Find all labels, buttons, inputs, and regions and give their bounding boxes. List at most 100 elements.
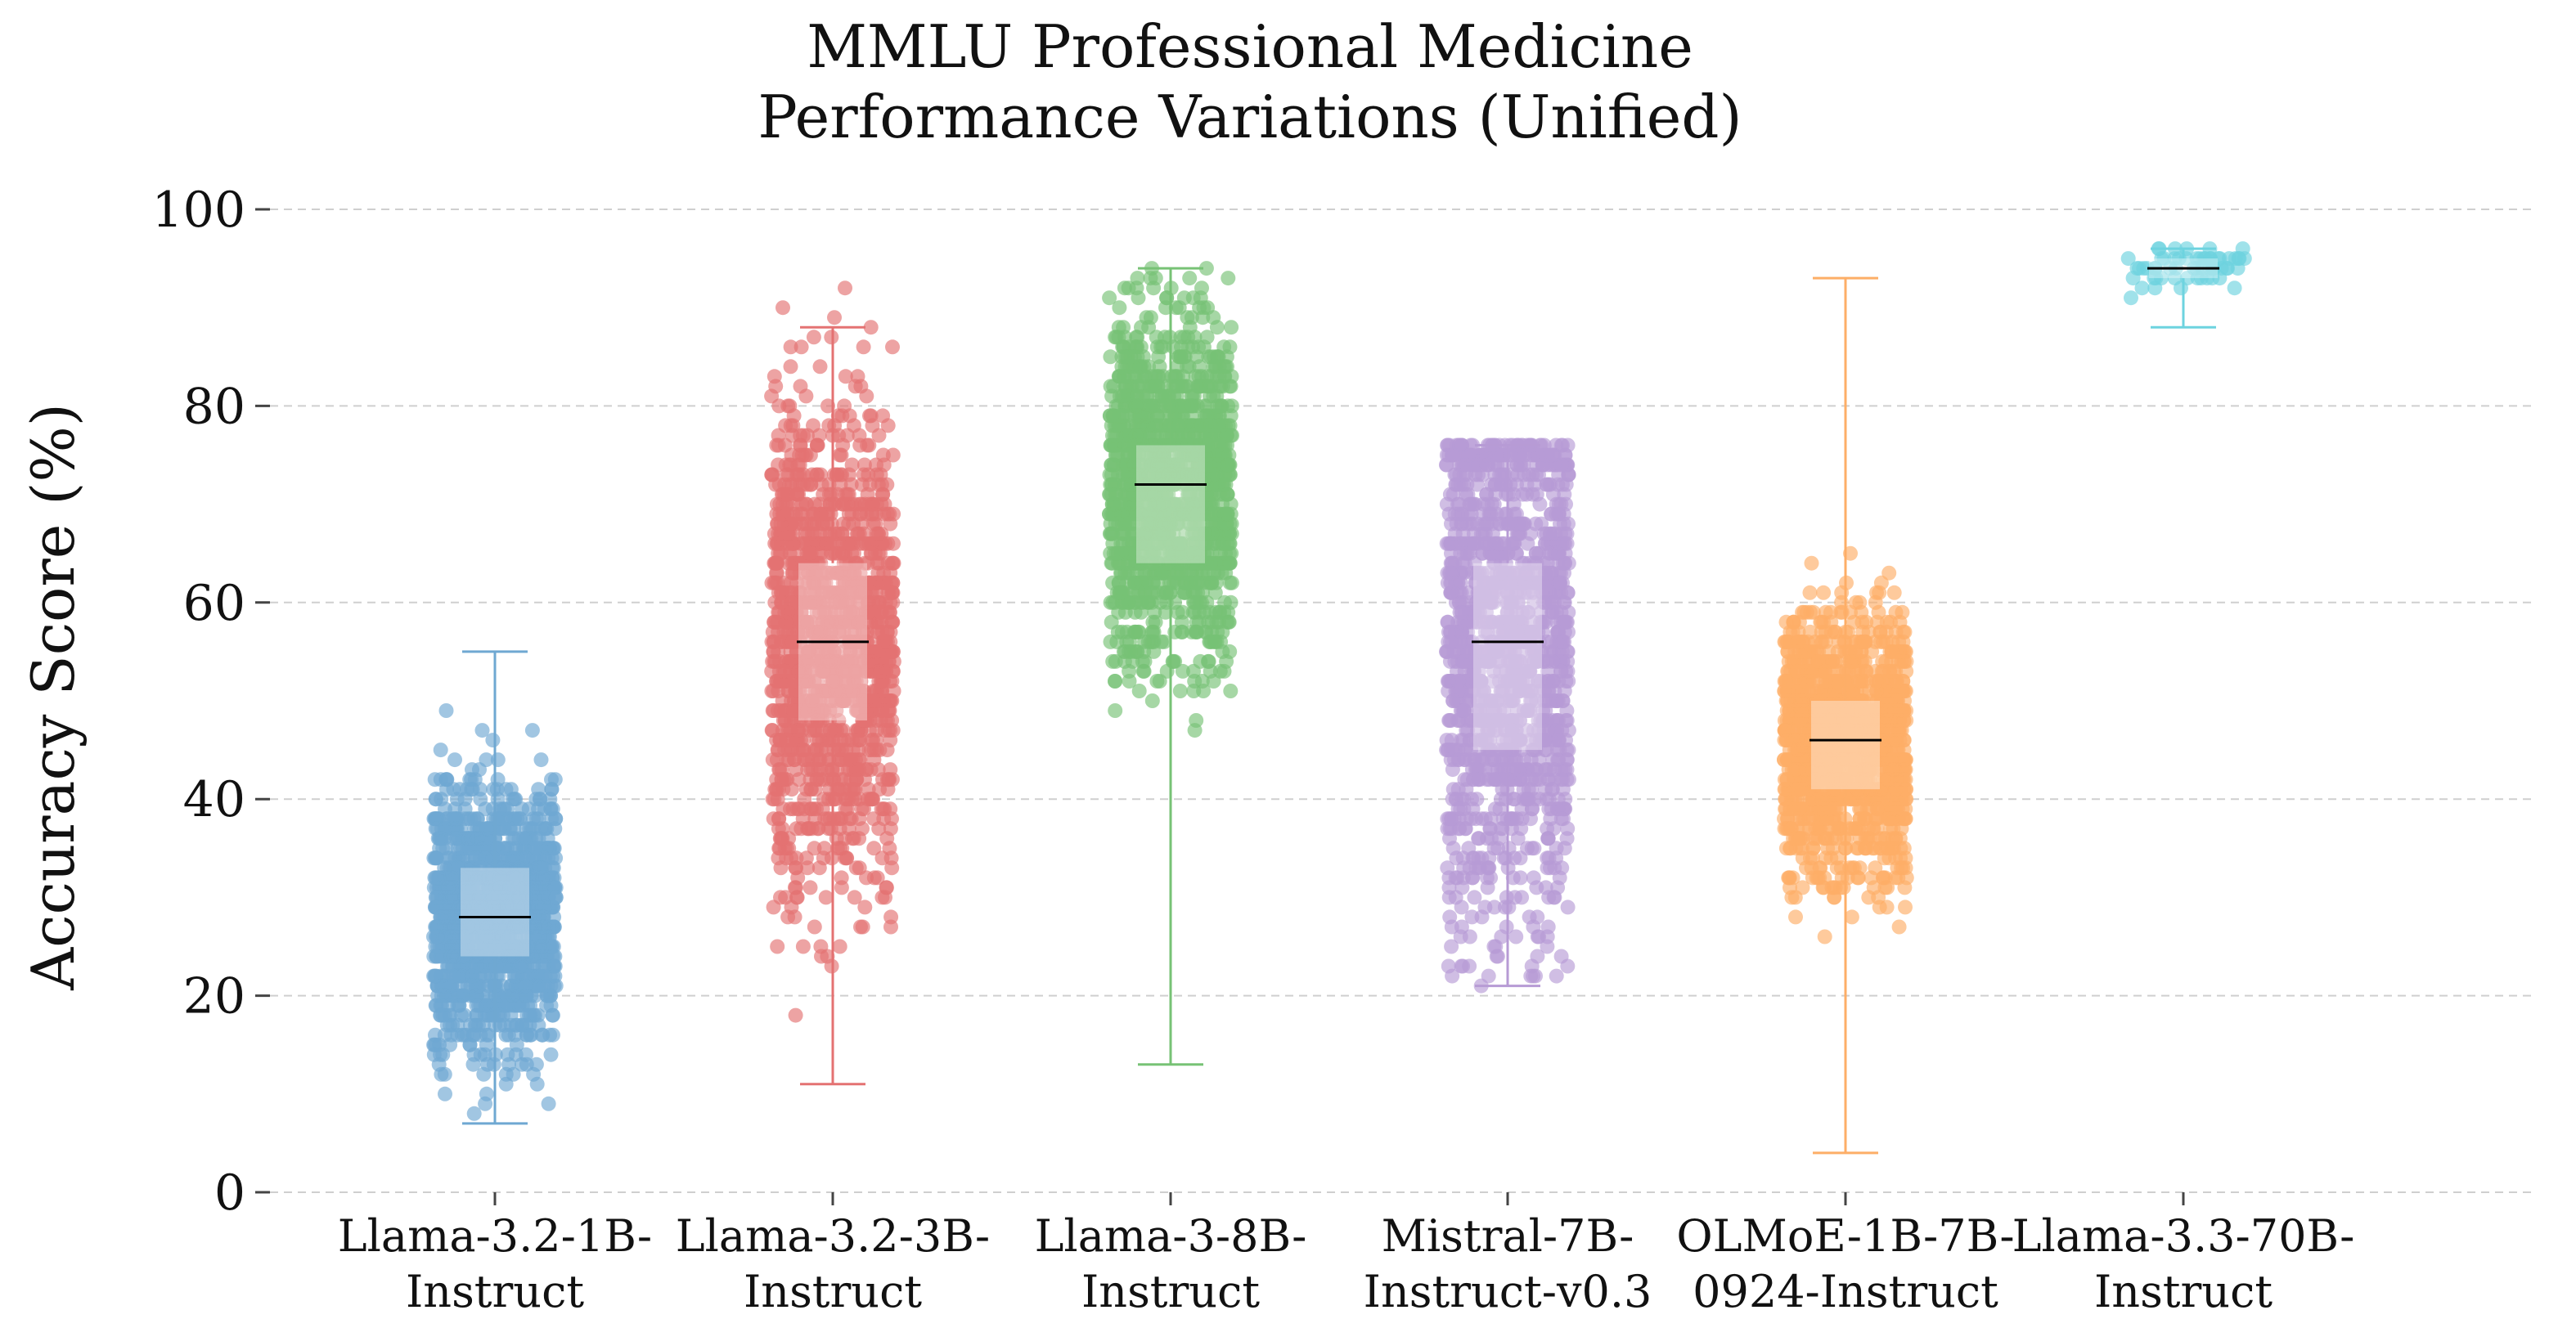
data-point [793,437,808,453]
data-point [435,1007,451,1023]
data-point [850,369,865,384]
data-point [434,909,449,925]
data-point [811,860,827,876]
data-point [1122,447,1138,463]
data-point [1221,271,1236,286]
data-point [1222,545,1237,561]
data-point [1472,831,1486,846]
data-point [1170,565,1185,581]
data-point [793,821,809,837]
x-tick-label: OLMoE-1B-7B- [1676,1210,2014,1262]
data-point [1222,575,1238,590]
data-point [485,733,501,748]
data-point [883,634,898,649]
data-point [883,762,898,778]
data-point [807,919,822,935]
data-point [883,850,899,866]
data-point [1172,684,1188,698]
data-point [812,359,828,375]
data-point [883,919,898,935]
data-point [1102,408,1117,424]
data-point [429,792,443,807]
data-point [1201,653,1216,669]
data-point [532,860,547,876]
data-point [543,1047,559,1062]
data-point [1132,359,1148,375]
data-point [1189,575,1205,590]
data-point [1128,428,1144,443]
data-point [435,949,451,964]
data-point [1209,320,1225,335]
x-tick-label: Llama-3.3-70B- [2012,1210,2355,1262]
data-point [1444,939,1459,954]
data-point [533,752,549,768]
data-point [834,880,849,895]
data-point [785,674,801,689]
data-point [497,801,512,817]
data-point [1108,545,1124,561]
data-point [1182,271,1198,286]
data-point [782,545,798,561]
data-point [775,713,791,728]
data-point [545,939,560,954]
data-point [773,516,789,532]
data-point [773,674,789,689]
x-tick-label: 0924-Instruct [1693,1266,1998,1317]
x-tick-label: Llama-3-8B- [1035,1210,1307,1262]
data-point [859,762,874,778]
data-point [859,870,874,886]
data-point [1186,418,1202,433]
data-point [852,811,867,827]
data-point [822,723,838,738]
data-point [473,792,488,807]
data-point [1513,850,1528,866]
data-point [1105,653,1121,669]
data-point [445,811,461,827]
data-point [805,506,820,522]
data-point [1224,320,1239,335]
data-point [786,408,802,424]
y-tick-label: 40 [183,771,245,828]
data-point [1221,447,1237,463]
data-point [1198,624,1213,639]
data-point [1560,900,1576,915]
data-point [1166,379,1181,394]
data-point [486,782,501,797]
axis-layer: 020406080100Llama-3.2-1B-InstructLlama-3… [151,182,2354,1317]
data-point [852,437,868,453]
data-point [547,821,563,837]
data-point [545,870,560,886]
data-point [1223,684,1239,698]
data-point [884,693,900,708]
data-point [1126,575,1142,590]
data-point [838,801,853,817]
data-point [771,398,787,414]
data-point [884,713,900,728]
data-point [1203,388,1217,404]
points-layer [426,241,2252,1121]
data-point [1174,614,1189,630]
data-point [541,1096,556,1111]
data-point [767,653,782,669]
data-point [479,1086,494,1101]
data-point [466,1027,482,1043]
data-point [1212,604,1228,620]
data-point [433,743,448,758]
data-point [532,929,547,944]
data-point [1194,674,1210,689]
data-point [783,359,798,375]
data-point [774,772,789,787]
data-point [767,369,782,384]
data-point [515,1057,529,1072]
data-point [1117,349,1132,365]
data-point [528,1057,544,1072]
data-point [802,880,818,895]
data-point [852,733,867,748]
data-point [1203,349,1218,365]
data-point [449,831,465,846]
data-point [880,585,895,600]
data-point [447,752,462,768]
data-point [524,723,540,738]
data-point [1146,644,1162,659]
